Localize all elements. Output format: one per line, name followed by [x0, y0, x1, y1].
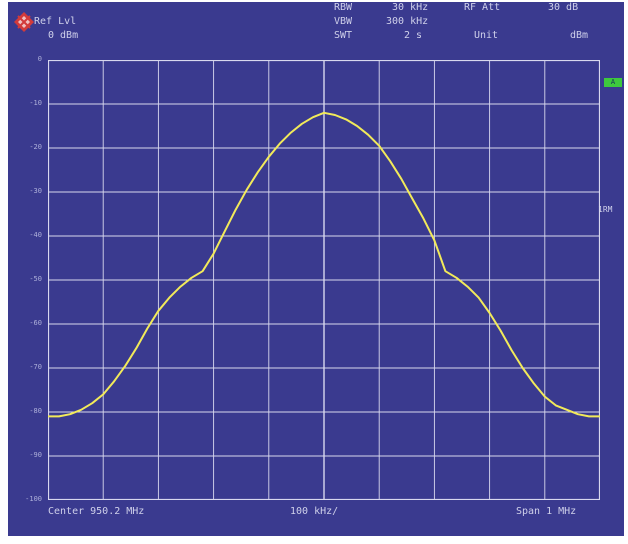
unit-label: Unit	[474, 30, 499, 41]
ref-level-label: Ref Lvl	[34, 16, 77, 27]
y-tick-label: -50	[29, 275, 42, 283]
y-tick-label: 0	[37, 55, 42, 63]
spectrum-display: Ref Lvl 0 dBm RBW 30 kHz RF Att 30 dB VB…	[8, 2, 624, 536]
y-tick-label: -30	[29, 187, 42, 195]
center-frequency: Center 950.2 MHz	[48, 506, 145, 517]
unit-value: dBm	[570, 30, 589, 41]
vbw-value: 300 kHz	[386, 16, 429, 27]
trace-mode-label: 1RM	[598, 205, 613, 214]
rbw-value: 30 kHz	[392, 2, 429, 13]
trace-a-badge: A	[604, 78, 622, 87]
ref-level-value: 0 dBm	[48, 30, 79, 41]
plot-grid	[48, 60, 600, 500]
sweep-time-value: 2 s	[404, 30, 423, 41]
y-tick-label: -20	[29, 143, 42, 151]
y-tick-label: -90	[29, 451, 42, 459]
vbw-label: VBW	[334, 16, 353, 27]
y-tick-label: -100	[25, 495, 42, 503]
rbw-label: RBW	[334, 2, 353, 13]
y-tick-label: -60	[29, 319, 42, 327]
spectrum-plot	[48, 60, 600, 500]
rf-att-value: 30 dB	[548, 2, 579, 13]
y-tick-label: -40	[29, 231, 42, 239]
rf-att-label: RF Att	[464, 2, 501, 13]
y-tick-label: -80	[29, 407, 42, 415]
y-tick-label: -10	[29, 99, 42, 107]
y-tick-label: -70	[29, 363, 42, 371]
frequency-per-division: 100 kHz/	[290, 506, 339, 517]
trace-group	[48, 111, 600, 418]
sweep-time-label: SWT	[334, 30, 353, 41]
frequency-span: Span 1 MHz	[516, 506, 577, 517]
rohde-schwarz-logo-icon	[14, 12, 34, 32]
trace-line	[48, 111, 600, 418]
